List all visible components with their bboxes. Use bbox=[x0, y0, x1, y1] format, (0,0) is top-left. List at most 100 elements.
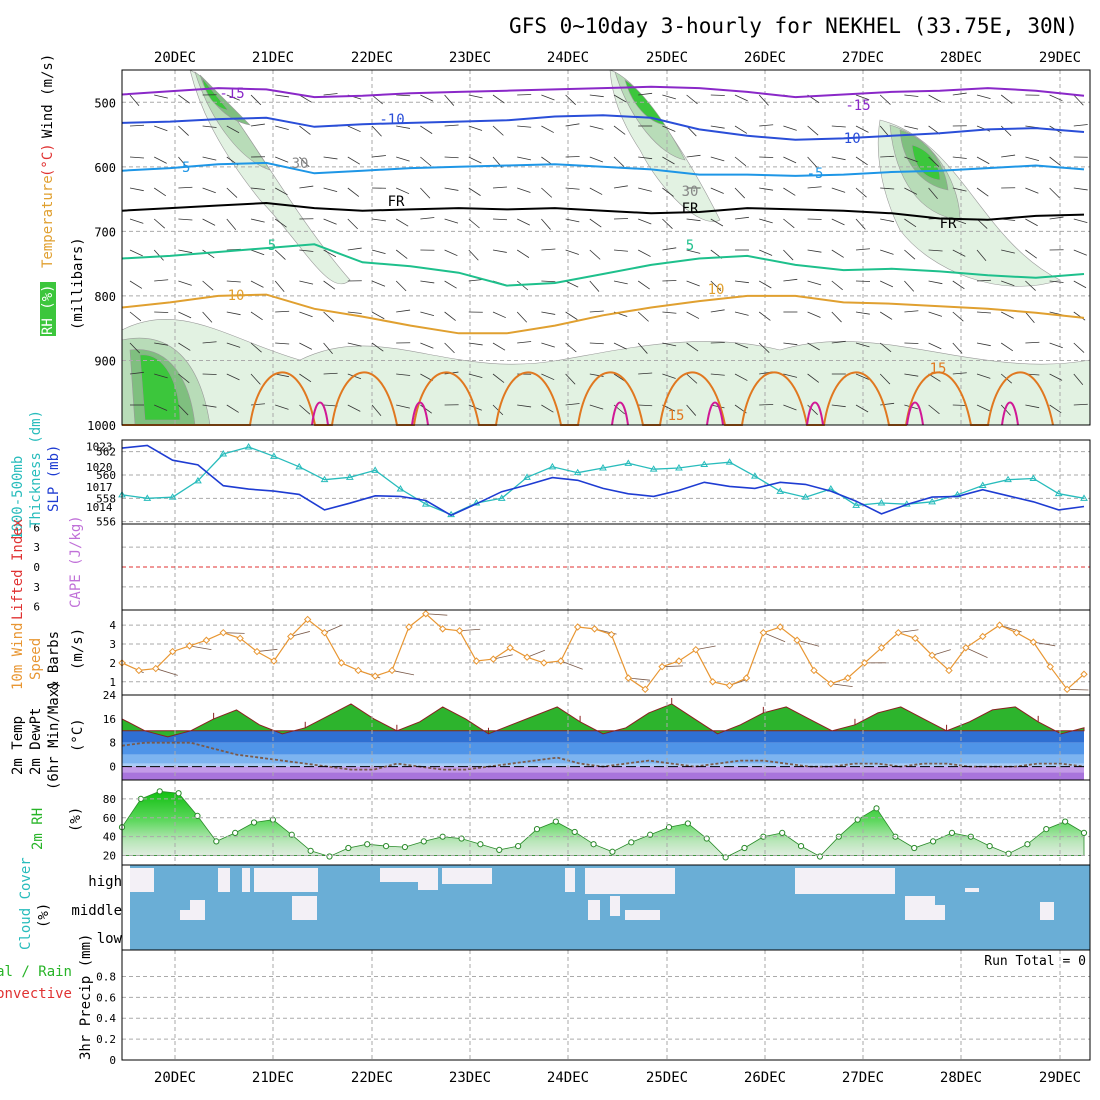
cloud-gap bbox=[905, 896, 935, 920]
thickness-point bbox=[396, 485, 405, 492]
wind-barb bbox=[1073, 249, 1087, 256]
cape-axis-label: CAPE (J/kg) bbox=[68, 515, 84, 608]
wind-barb bbox=[226, 187, 238, 198]
isotherm-20 bbox=[906, 401, 924, 426]
temp-unit-label: (°C) bbox=[70, 718, 86, 752]
isotherm-20 bbox=[706, 401, 724, 426]
wind10-point bbox=[523, 653, 531, 661]
thickness-point bbox=[194, 476, 202, 484]
temp-tick-label: 0 bbox=[109, 761, 116, 774]
axis-labels: 20DEC 20DEC 21DEC 21DEC 22DEC 22DEC 23DEC 23DEC… bbox=[0, 50, 1081, 1086]
wind10m-panel: 1 2 3 4 bbox=[109, 610, 1090, 695]
thickness-point bbox=[1080, 494, 1088, 501]
wind-barb bbox=[662, 94, 676, 100]
rh2m-point bbox=[797, 843, 805, 850]
temperature-band bbox=[122, 763, 1084, 767]
panel-frame bbox=[121, 439, 1091, 525]
wind-barb bbox=[250, 373, 261, 385]
wind-barb bbox=[420, 217, 435, 220]
wind-barb bbox=[492, 249, 507, 253]
wind-barb bbox=[976, 249, 987, 261]
wind10-point bbox=[371, 672, 379, 680]
millibars-axis-label: (millibars) bbox=[70, 237, 86, 330]
date-tick-label-bottom: 23DEC bbox=[449, 1070, 491, 1086]
date-tick-label-bottom: 28DEC bbox=[940, 1070, 982, 1086]
lifted-index-tick-label: 0 bbox=[33, 561, 40, 574]
thickness-point bbox=[978, 481, 987, 488]
wind-barb bbox=[250, 311, 263, 321]
date-tick-label-top: 27DEC bbox=[842, 50, 884, 66]
contour-label: FR bbox=[940, 216, 957, 232]
wind-barb bbox=[371, 342, 384, 352]
thickness-axis-label: 1000-500mb bbox=[10, 456, 26, 540]
wind-barb bbox=[323, 218, 337, 225]
wind-barb bbox=[638, 372, 653, 375]
wind-barb bbox=[710, 218, 724, 227]
precip-tick-label: 0 bbox=[109, 1054, 116, 1067]
wind-barb bbox=[613, 249, 628, 252]
wind-barb bbox=[347, 342, 362, 347]
wind-barb bbox=[807, 249, 822, 253]
temp-tick-label: 8 bbox=[109, 737, 116, 750]
wind-barb bbox=[444, 94, 455, 106]
wind10-point bbox=[472, 657, 481, 665]
wind-barb bbox=[879, 342, 892, 353]
wind-barb bbox=[807, 373, 820, 383]
wind-barb bbox=[638, 218, 652, 225]
rh2m-point bbox=[250, 819, 258, 826]
wind-barb-10m bbox=[290, 631, 310, 637]
wind-barb bbox=[976, 404, 990, 412]
wind10-point bbox=[422, 610, 430, 618]
isotherm--10 bbox=[121, 114, 1085, 141]
wind-barb bbox=[880, 402, 895, 406]
wind-barb bbox=[444, 342, 455, 354]
wind-barb bbox=[420, 94, 434, 102]
wind-barb bbox=[904, 125, 919, 130]
rh-band bbox=[122, 780, 1084, 804]
wind-barb bbox=[831, 340, 846, 344]
wind-axis-label: Wind (m/s) bbox=[40, 54, 56, 138]
thickness-point bbox=[852, 501, 861, 508]
thickness-point bbox=[928, 497, 936, 505]
cloud-gap bbox=[588, 900, 600, 920]
wind-barb bbox=[855, 342, 870, 348]
rh2m-point bbox=[552, 818, 559, 825]
thickness-point bbox=[700, 460, 709, 467]
date-tick-label-bottom: 27DEC bbox=[842, 1070, 884, 1086]
wind-barb bbox=[734, 342, 749, 349]
wind-barb bbox=[226, 280, 241, 283]
wind-barb bbox=[637, 280, 650, 290]
cloud-cover-unit-label: (%) bbox=[36, 903, 52, 928]
contour-label: 30 bbox=[292, 156, 309, 172]
wind-barb bbox=[1025, 341, 1040, 344]
thickness-point bbox=[548, 462, 557, 470]
wind-barb bbox=[178, 404, 189, 416]
wind-barb bbox=[517, 341, 532, 344]
wind10-barbs-label: & Barbs bbox=[46, 631, 62, 690]
wind-barb bbox=[323, 311, 335, 322]
rh2m-unit-label: (%) bbox=[68, 807, 84, 832]
rh-tick-label: 20 bbox=[103, 850, 116, 863]
wind-barb bbox=[202, 125, 217, 128]
wind-barb bbox=[928, 156, 940, 167]
wind-barb bbox=[1025, 218, 1038, 227]
pressure-tick-label: 700 bbox=[94, 225, 116, 239]
wind-barb bbox=[178, 186, 193, 189]
wind10-point bbox=[489, 655, 498, 663]
wind10-point bbox=[793, 636, 801, 644]
wind-barb bbox=[492, 94, 505, 104]
date-tick-label-top: 26DEC bbox=[744, 50, 786, 66]
wind-barb bbox=[613, 280, 628, 285]
precip-unit-label: 3hr Precip (mm) bbox=[78, 934, 94, 1060]
wind-barb bbox=[662, 373, 676, 379]
wind-barb bbox=[444, 187, 459, 191]
wind-barb bbox=[516, 311, 528, 323]
contour-label: -15 bbox=[845, 98, 870, 114]
lifted-index-tick-label: 3 bbox=[33, 541, 40, 554]
wind-barb bbox=[275, 342, 290, 345]
isotherm-20 bbox=[1001, 401, 1019, 426]
wind-barb bbox=[275, 94, 290, 98]
wind-barb bbox=[129, 156, 144, 159]
wind-barb bbox=[1073, 187, 1088, 191]
